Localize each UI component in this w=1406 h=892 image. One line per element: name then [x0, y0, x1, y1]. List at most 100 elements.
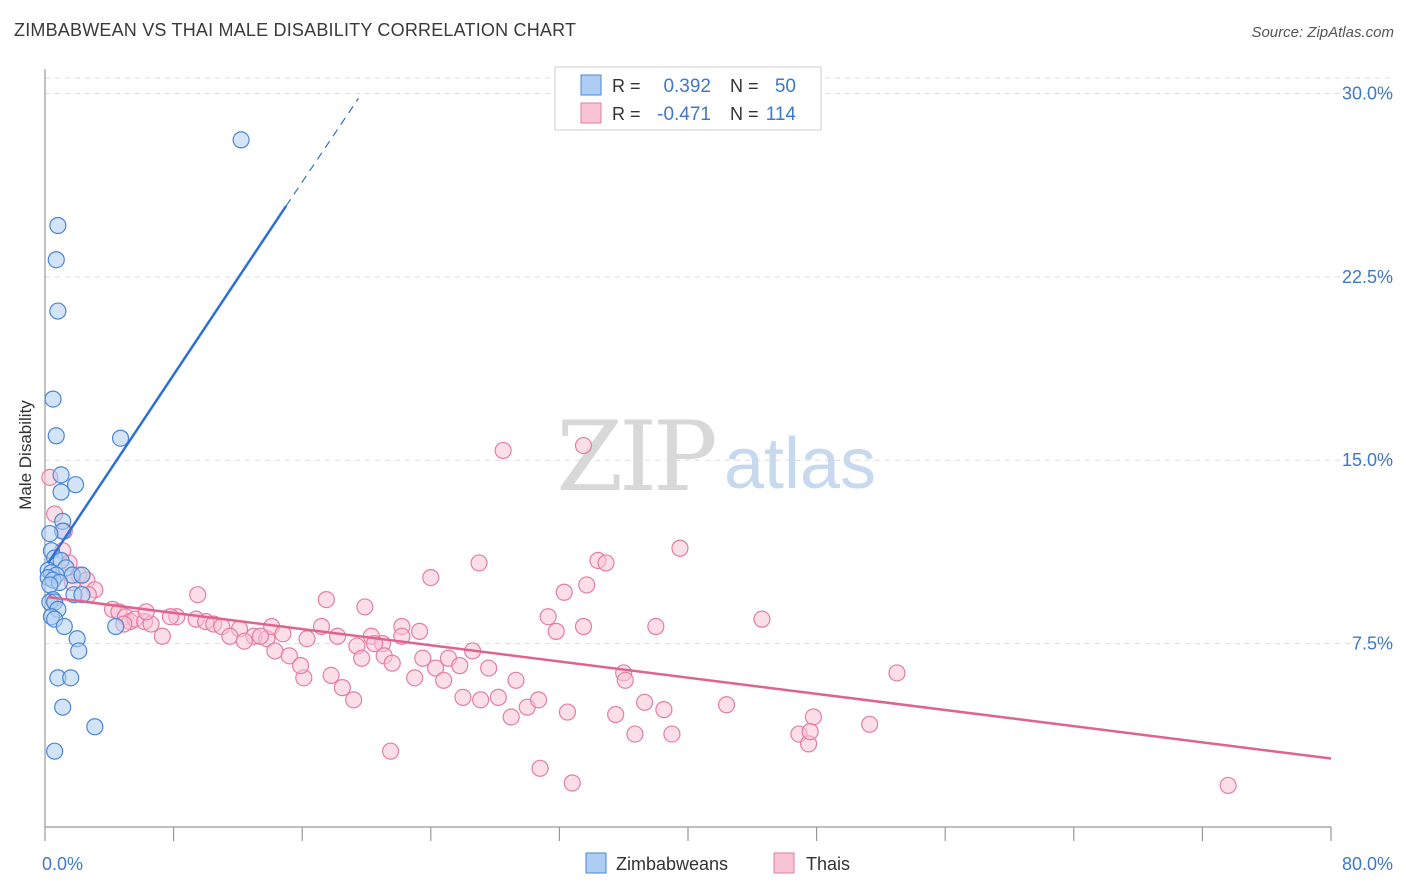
y-tick-label: 7.5%	[1352, 634, 1393, 654]
thais-point	[291, 657, 310, 675]
zimbabweans-point	[49, 216, 67, 235]
thais-point	[671, 539, 689, 557]
thais-point	[1219, 776, 1237, 795]
zimbabweans-point	[86, 718, 104, 736]
thais-point	[454, 688, 472, 707]
legend-top: R = 0.392 N = 50 R = -0.471 N = 114	[554, 66, 822, 131]
thais-point	[235, 632, 253, 650]
legend-thais-swatch	[773, 852, 795, 874]
zimbabweans-point	[107, 617, 125, 636]
thais-point	[578, 576, 596, 594]
thais-point	[414, 649, 432, 667]
thais-point	[626, 725, 644, 743]
thais-point	[635, 693, 654, 711]
zimbabweans-point	[47, 427, 65, 445]
y-tick-label: 30.0%	[1342, 83, 1393, 103]
thais-point	[153, 627, 171, 645]
thais-point	[663, 725, 681, 743]
thais-point	[406, 669, 424, 687]
zimbabweans-point	[52, 466, 70, 484]
thais-point	[480, 659, 498, 677]
thais-point	[435, 671, 453, 689]
legend-n-label: N =	[730, 76, 759, 96]
zimbabweans-point	[232, 131, 250, 149]
thais-point	[531, 759, 549, 777]
thais-point	[574, 617, 593, 636]
thais-point	[539, 608, 557, 626]
zimbabweans-points	[39, 131, 250, 760]
thais-point	[563, 774, 581, 792]
thais-point	[470, 554, 488, 572]
thais-point	[451, 657, 469, 675]
thais-point	[547, 622, 565, 640]
thais-point	[555, 583, 573, 601]
legend-thais-label: Thais	[806, 854, 850, 874]
thais-point	[410, 622, 429, 640]
legend-r-label: R =	[612, 76, 641, 96]
chart-title: ZIMBABWEAN VS THAI MALE DISABILITY CORRE…	[14, 20, 577, 40]
zimbabweans-trend-line	[47, 205, 288, 564]
thais-point	[616, 671, 634, 689]
thais-point	[328, 627, 347, 645]
gridlines	[45, 77, 1392, 645]
thais-point	[422, 568, 440, 587]
thais-point	[647, 617, 665, 636]
thais-point	[489, 688, 507, 707]
thais-point	[502, 708, 520, 726]
thais-point	[298, 630, 316, 648]
watermark: ZIP atlas	[556, 401, 876, 513]
legend-pink-swatch	[580, 102, 602, 124]
thais-point	[333, 679, 351, 697]
thais-point	[607, 705, 625, 724]
zimbabweans-point	[73, 566, 91, 584]
watermark-atlas: atlas	[724, 424, 876, 504]
thais-point	[558, 703, 577, 721]
legend-n-label: N =	[730, 104, 759, 124]
zimbabweans-point	[111, 429, 130, 447]
thais-point	[427, 659, 445, 677]
thais-point	[353, 649, 371, 667]
zimbabweans-point	[41, 524, 59, 543]
y-tick-label: 15.0%	[1342, 450, 1393, 470]
thais-point	[753, 610, 771, 628]
thais-point	[356, 598, 374, 616]
thais-point	[804, 708, 822, 726]
zimbabweans-point	[46, 742, 64, 760]
x-tick-label: 80.0%	[1342, 854, 1393, 874]
source-label: Source: ZipAtlas.com	[1251, 24, 1394, 41]
legend-r-value: -0.471	[657, 104, 711, 125]
zimbabweans-point	[66, 476, 85, 494]
thais-point	[137, 603, 155, 621]
legend-bottom: Zimbabweans Thais	[585, 852, 850, 874]
thais-point	[317, 590, 335, 609]
thais-point	[251, 627, 270, 645]
tick-labels: 7.5% 15.0% 22.5% 30.0% 0.0% 80.0%	[42, 83, 1393, 874]
legend-zimbabweans-swatch	[585, 852, 607, 874]
zimbabweans-trend-extension	[285, 98, 359, 207]
zimbabweans-point	[55, 617, 73, 636]
thais-points	[41, 436, 1237, 795]
thais-point	[507, 671, 525, 689]
thais-point	[655, 701, 673, 719]
thais-point	[345, 691, 363, 709]
thais-point	[472, 691, 490, 709]
zimbabweans-point	[49, 302, 67, 320]
thais-trend-line	[48, 595, 1332, 760]
thais-point	[221, 627, 239, 645]
thais-point	[529, 691, 548, 709]
thais-point	[280, 647, 298, 665]
legend-zimbabweans-label: Zimbabweans	[616, 854, 728, 874]
legend-blue-swatch	[580, 74, 602, 96]
zimbabweans-point	[70, 642, 88, 660]
thais-point	[494, 441, 512, 460]
zimbabweans-point	[73, 586, 91, 604]
x-tick-label: 0.0%	[42, 854, 83, 874]
watermark-zip: ZIP	[556, 401, 715, 513]
trend-lines	[47, 98, 1332, 760]
thais-point	[266, 642, 284, 660]
thais-point	[383, 654, 401, 672]
thais-point	[717, 696, 736, 714]
legend-r-label: R =	[612, 104, 641, 124]
zimbabweans-point	[52, 483, 70, 501]
